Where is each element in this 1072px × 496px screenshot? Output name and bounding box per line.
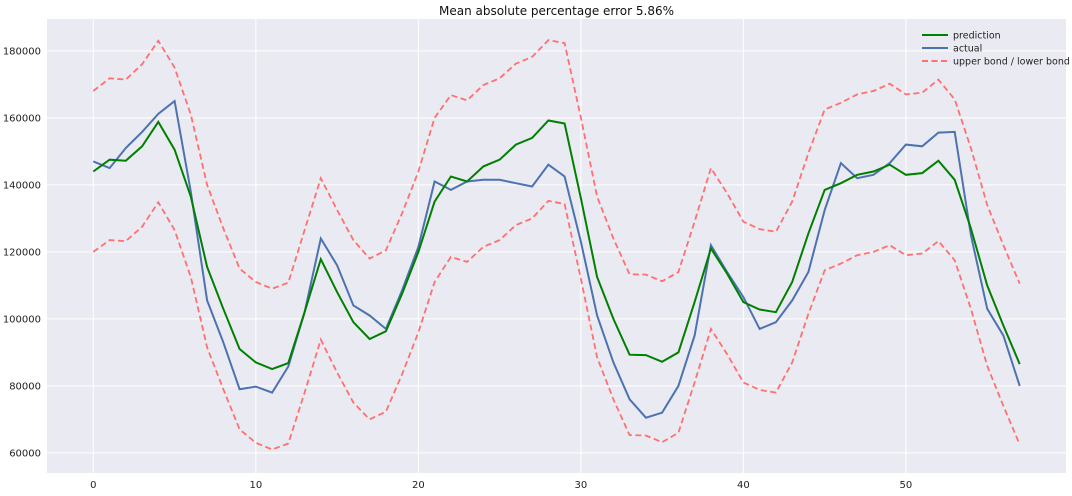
upper-bond-line bbox=[92, 39, 1021, 290]
y-tick-label: 100000 bbox=[3, 314, 41, 325]
y-axis-ticks: 60000 80000 100000 120000 140000 160000 180000 bbox=[3, 46, 41, 459]
x-tick-label: 10 bbox=[249, 480, 262, 491]
chart-title: Mean absolute percentage error 5.86% bbox=[439, 4, 674, 18]
x-tick-label: 50 bbox=[900, 480, 913, 491]
series-lines bbox=[92, 39, 1021, 451]
y-tick-label: 140000 bbox=[3, 180, 41, 191]
y-tick-label: 180000 bbox=[3, 46, 41, 57]
legend-actual-label: actual bbox=[953, 44, 982, 55]
x-tick-label: 0 bbox=[90, 480, 96, 491]
y-tick-label: 160000 bbox=[3, 113, 41, 124]
plot-area bbox=[47, 19, 1066, 473]
prediction-line bbox=[92, 119, 1021, 371]
y-tick-label: 60000 bbox=[9, 448, 41, 459]
x-axis-ticks: 0 10 20 30 40 50 bbox=[90, 480, 912, 491]
x-tick-label: 40 bbox=[737, 480, 750, 491]
actual-line bbox=[92, 99, 1021, 419]
x-tick-label: 30 bbox=[575, 480, 588, 491]
lower-bond-line bbox=[92, 199, 1021, 451]
x-tick-label: 20 bbox=[412, 480, 425, 491]
y-tick-label: 80000 bbox=[9, 381, 41, 392]
legend: prediction actual upper bond / lower bond bbox=[922, 31, 1070, 68]
legend-prediction-label: prediction bbox=[953, 31, 1001, 42]
y-tick-label: 120000 bbox=[3, 247, 41, 258]
legend-bonds-label: upper bond / lower bond bbox=[953, 57, 1070, 68]
